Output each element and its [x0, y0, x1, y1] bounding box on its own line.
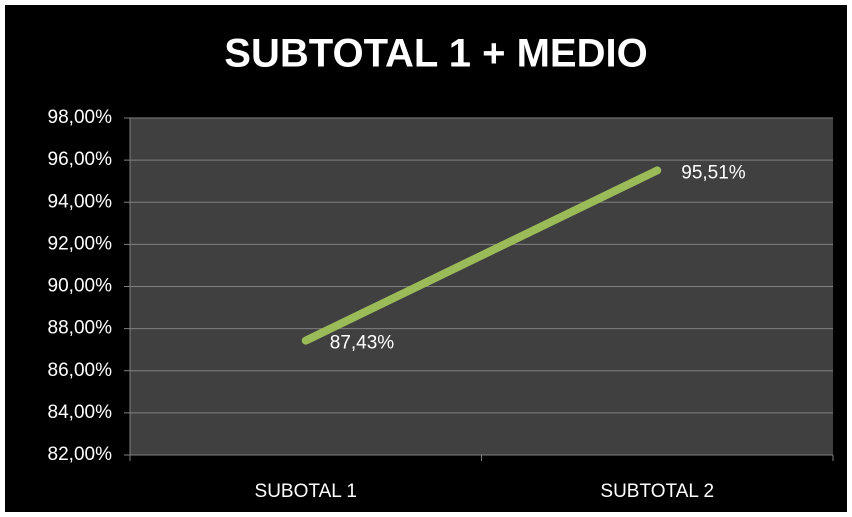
- x-tick-label: SUBOTAL 1: [255, 481, 357, 502]
- y-tick-label: 90,00%: [48, 276, 113, 297]
- y-tick-label: 88,00%: [48, 318, 113, 339]
- y-tick-label: 92,00%: [48, 233, 113, 254]
- y-tick-label: 98,00%: [48, 107, 113, 128]
- data-label: 87,43%: [330, 333, 395, 354]
- data-label: 95,51%: [681, 162, 746, 183]
- line-series: [301, 166, 662, 345]
- chart-title: SUBTOTAL 1 + MEDIO: [224, 32, 647, 76]
- x-tick-label: SUBTOTAL 2: [600, 481, 714, 502]
- y-tick-label: 86,00%: [48, 360, 113, 381]
- y-tick-label: 94,00%: [48, 191, 113, 212]
- y-tick-label: 82,00%: [48, 444, 113, 465]
- y-tick-label: 96,00%: [48, 149, 113, 170]
- y-tick-label: 84,00%: [48, 402, 113, 423]
